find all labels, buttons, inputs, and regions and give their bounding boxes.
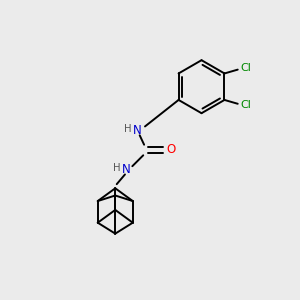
Text: H: H <box>113 163 121 173</box>
Circle shape <box>112 193 118 198</box>
Text: H: H <box>124 124 131 134</box>
Text: N: N <box>132 124 141 137</box>
Text: Cl: Cl <box>241 63 251 73</box>
Text: O: O <box>166 143 175 157</box>
Text: N: N <box>122 163 131 176</box>
Text: Cl: Cl <box>241 100 251 110</box>
